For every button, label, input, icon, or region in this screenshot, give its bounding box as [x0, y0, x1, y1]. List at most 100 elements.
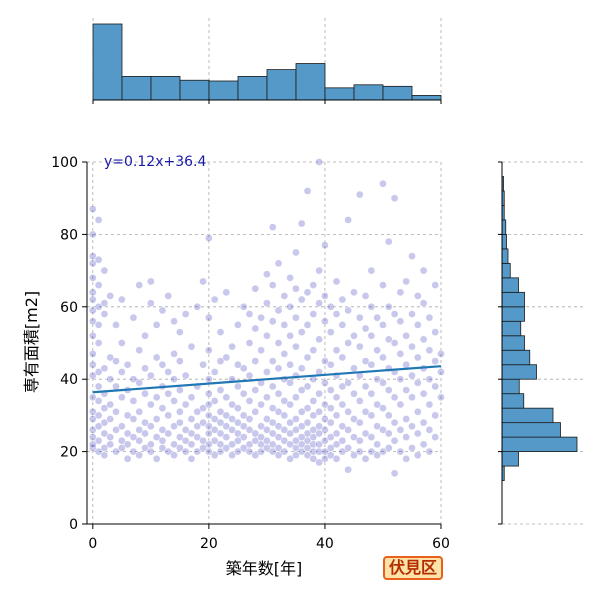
scatter-point [431, 281, 440, 289]
scatter-point [112, 426, 120, 434]
scatter-point [88, 331, 97, 340]
scatter-point [228, 400, 236, 409]
y-hist-bar [501, 233, 507, 250]
scatter-point [396, 426, 405, 434]
scatter-point [199, 418, 207, 427]
scatter-point [413, 451, 422, 460]
scatter-point [332, 277, 341, 286]
scatter-point [408, 342, 416, 351]
scatter-point [100, 444, 109, 452]
x-tick-label: 60 [432, 536, 450, 552]
scatter-point [303, 429, 312, 438]
scatter-point [384, 302, 393, 311]
scatter-point [216, 407, 225, 416]
scatter-point [326, 328, 335, 336]
scatter-point [170, 397, 178, 405]
scatter-point [315, 335, 323, 344]
scatter-point [216, 418, 225, 427]
y-hist-bar [501, 320, 522, 337]
scatter-point [402, 277, 411, 286]
scatter-point [344, 444, 352, 452]
scatter-point [315, 458, 323, 467]
scatter-point [286, 454, 294, 463]
scatter-point [117, 295, 126, 304]
scatter-point [361, 324, 370, 333]
scatter-point [239, 302, 248, 311]
scatter-point [286, 273, 294, 282]
y-tick-label: 80 [60, 227, 78, 243]
scatter-point [419, 266, 428, 275]
y-marginal-histogram [498, 161, 584, 525]
scatter-point [379, 447, 387, 456]
scatter-point [326, 386, 335, 394]
scatter-point [425, 400, 434, 409]
scatter-point [413, 378, 422, 387]
scatter-point [234, 429, 242, 438]
scatter-point [100, 451, 109, 460]
scatter-point [396, 447, 405, 456]
scatter-point [384, 429, 393, 438]
scatter-point [297, 433, 306, 441]
y-tick-label: 0 [69, 517, 78, 533]
scatter-point [205, 411, 213, 420]
scatter-point [309, 411, 318, 420]
y-tick-label: 60 [60, 300, 78, 316]
scatter-point [402, 360, 411, 369]
scatter-point [379, 426, 387, 434]
scatter-point [344, 465, 352, 474]
scatter-point [408, 252, 416, 260]
scatter-point [413, 321, 422, 329]
scatter-point [100, 404, 109, 413]
scatter-point [373, 440, 382, 449]
scatter-point [135, 407, 144, 416]
scatter-point [390, 194, 399, 203]
scatter-point [222, 353, 231, 362]
scatter-point [222, 444, 231, 452]
scatter-point [315, 266, 323, 275]
scatter-point [123, 360, 132, 369]
scatter-point [94, 436, 103, 445]
scatter-point [355, 447, 364, 456]
x-hist-bar [237, 76, 268, 101]
scatter-point [379, 321, 387, 329]
scatter-point [303, 353, 312, 362]
scatter-point [245, 440, 254, 449]
scatter-point [88, 317, 97, 326]
scatter-point [94, 447, 103, 456]
scatter-point [257, 400, 265, 409]
scatter-point [193, 407, 202, 416]
scatter-point [332, 310, 341, 318]
scatter-point [141, 444, 149, 452]
scatter-point [199, 404, 207, 413]
scatter-point [106, 292, 115, 300]
scatter-point [390, 418, 399, 427]
scatter-point [88, 252, 97, 260]
scatter-point [437, 368, 445, 376]
scatter-point [309, 426, 318, 434]
scatter-point [431, 357, 440, 365]
scatter-point [355, 397, 364, 405]
scatter-point [297, 295, 306, 304]
scatter-point [344, 426, 352, 434]
scatter-point [402, 433, 411, 441]
scatter-point [100, 310, 109, 318]
scatter-point [297, 386, 306, 394]
scatter-point [292, 313, 300, 322]
scatter-point [176, 433, 184, 441]
scatter-point [413, 353, 422, 362]
scatter-point [129, 313, 138, 322]
scatter-point [396, 350, 405, 358]
scatter-point [367, 411, 376, 420]
scatter-point [425, 313, 434, 322]
scatter-point [135, 436, 144, 445]
y-hist-bar [501, 291, 525, 308]
scatter-point [193, 433, 202, 441]
scatter-point [222, 411, 231, 420]
scatter-point [263, 436, 271, 445]
scatter-point [332, 440, 341, 449]
scatter-point [152, 433, 161, 441]
scatter-point [245, 397, 254, 405]
scatter-point [123, 454, 132, 463]
scatter-point [355, 342, 364, 351]
scatter-point [384, 411, 393, 420]
